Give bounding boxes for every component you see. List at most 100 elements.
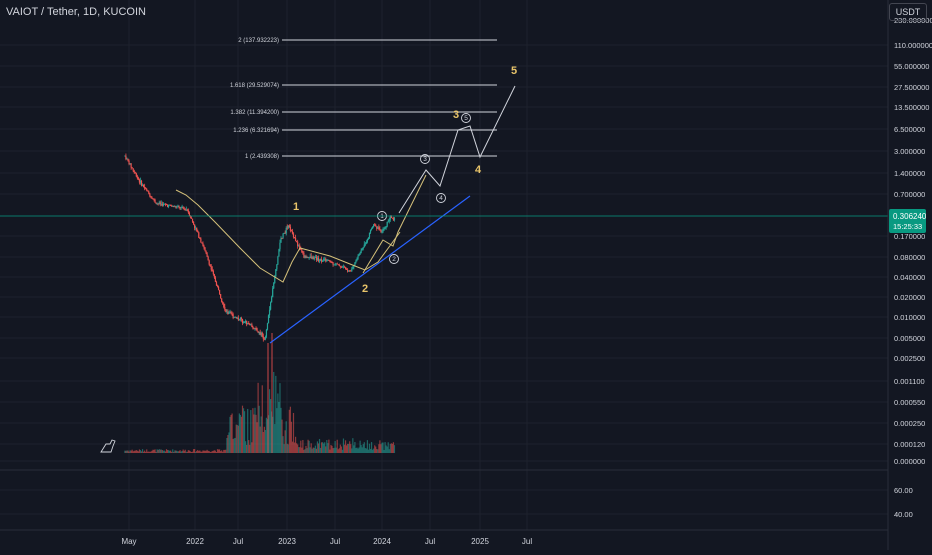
volume-bar	[379, 440, 381, 453]
fib-level-label: 1 (2.439308)	[245, 154, 279, 160]
volume-bar	[139, 450, 142, 453]
candle-body	[276, 264, 278, 270]
volume-bar	[162, 450, 164, 453]
fib-extension[interactable]: 2 (137.932223) 1.618 (29.529074) 1.382 (11…	[230, 38, 497, 160]
volume-bar	[264, 429, 266, 453]
volume-bar	[318, 438, 321, 453]
candle-body	[341, 266, 344, 268]
candle-body	[249, 323, 251, 326]
candle-body	[323, 259, 325, 261]
price-tick-label: 0.020000	[894, 293, 925, 302]
volume-bar	[211, 451, 213, 453]
time-axis[interactable]: May 2022 Jul 2023 Jul 2024 Jul 2025 Jul	[0, 0, 889, 550]
candle-body	[188, 212, 191, 217]
indicator-tick-label: 60.00	[894, 486, 913, 495]
candle-body	[273, 283, 275, 289]
volume-bar	[311, 448, 313, 453]
candle-body	[229, 312, 231, 314]
volume-bar	[256, 422, 258, 453]
candle-body	[356, 258, 358, 261]
candle-body	[331, 262, 333, 263]
price-tick-label: 0.000550	[894, 398, 925, 407]
volume-bar	[343, 444, 346, 453]
time-tick-label: 2024	[373, 537, 391, 546]
candle-body	[340, 266, 342, 268]
candle-body	[255, 328, 257, 330]
candle-body	[375, 224, 377, 227]
volume-bar	[293, 442, 296, 453]
candle-body	[296, 241, 298, 242]
candle-body	[136, 176, 138, 179]
major-wave-label: 4	[475, 164, 482, 176]
volume-bar	[161, 450, 163, 453]
volume-bar	[148, 451, 150, 453]
candle-body	[314, 256, 316, 258]
elliott-wave[interactable]: 1 2 3 4 5 1 2 3 4 5	[269, 65, 517, 344]
price-tick-label: 0.000250	[894, 419, 925, 428]
volume-bar	[130, 450, 132, 453]
volume-bar	[204, 450, 206, 453]
volume-bar	[392, 442, 395, 453]
candle-body	[363, 244, 365, 248]
candle-body	[124, 155, 126, 157]
volume-bar	[159, 449, 161, 453]
candle-body	[312, 257, 314, 260]
volume-bar	[192, 449, 195, 453]
candle-body	[262, 336, 264, 339]
candle-body	[181, 206, 183, 208]
candle-body	[304, 256, 306, 258]
volume-bar	[195, 451, 197, 453]
candle-body	[275, 269, 277, 277]
volume-bar	[199, 450, 201, 453]
volume-bar	[282, 436, 284, 453]
candle-body	[207, 256, 209, 261]
candle-body	[326, 260, 328, 262]
candle-body	[155, 202, 157, 204]
volume-bar	[200, 451, 202, 453]
volume-bar	[299, 447, 301, 453]
candle-body	[357, 255, 359, 259]
volume-bar	[135, 450, 137, 453]
time-tick-label: 2025	[471, 537, 489, 546]
candle-body	[198, 232, 200, 238]
volume-bar	[221, 450, 223, 453]
volume-bar	[152, 449, 154, 453]
candle-body	[247, 323, 249, 325]
volume-bar	[171, 451, 173, 453]
minor-wave-circle	[436, 193, 446, 203]
currency-selector[interactable]: USDT	[889, 3, 927, 21]
major-wave-label: 2	[362, 283, 368, 295]
candle-body	[271, 297, 273, 303]
candle-body	[289, 226, 291, 231]
candle-body	[221, 298, 223, 302]
candle-body	[233, 317, 235, 318]
candle-body	[325, 258, 327, 262]
volume-bar	[355, 448, 357, 453]
volume-bar	[254, 407, 256, 453]
volume-bar	[381, 442, 383, 453]
volume-bar	[147, 451, 149, 453]
volume-bar	[376, 449, 378, 453]
volume-bar	[330, 444, 332, 453]
volume-bar	[337, 449, 339, 453]
candle-body	[170, 204, 172, 206]
candle-body	[290, 230, 293, 232]
candle-body	[299, 245, 301, 249]
volume-bar	[315, 448, 317, 453]
volume-bar	[265, 417, 268, 453]
candle-body	[191, 218, 194, 222]
candle-body	[164, 203, 167, 205]
volume-bar	[198, 451, 200, 453]
candle-body	[252, 327, 254, 329]
candle-body	[354, 262, 356, 266]
volume-bar	[296, 443, 298, 453]
volume-bar	[317, 443, 320, 453]
candle-body	[285, 227, 287, 234]
volume-bar	[314, 445, 316, 453]
volume-bar	[223, 449, 225, 453]
candle-body	[339, 266, 341, 267]
candle-body	[232, 314, 234, 318]
price-tick-label: 0.080000	[894, 253, 925, 262]
